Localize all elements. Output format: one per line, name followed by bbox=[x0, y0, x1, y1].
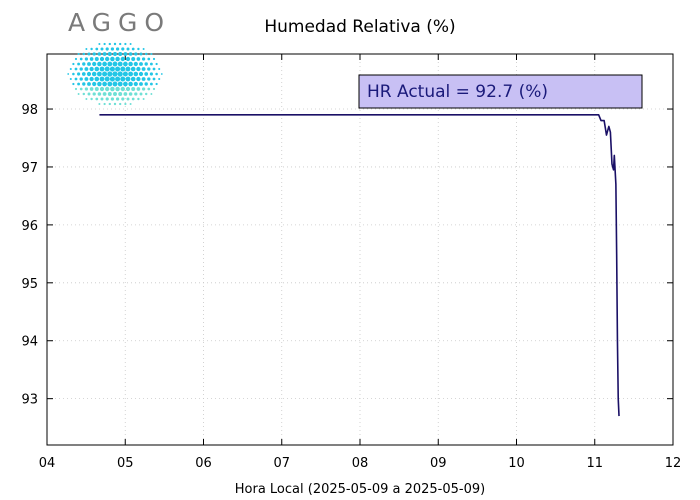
x-tick-label: 04 bbox=[39, 456, 56, 471]
x-tick-label: 09 bbox=[430, 456, 447, 471]
y-tick-label: 97 bbox=[21, 161, 38, 176]
x-tick-label: 10 bbox=[508, 456, 525, 471]
y-tick-label: 98 bbox=[21, 103, 38, 118]
y-tick-label: 96 bbox=[21, 219, 38, 234]
y-tick-label: 95 bbox=[21, 277, 38, 292]
x-tick-label: 05 bbox=[117, 456, 134, 471]
annotation-text: HR Actual = 92.7 (%) bbox=[367, 82, 548, 102]
y-tick-label: 94 bbox=[21, 335, 38, 350]
y-tick-label: 93 bbox=[21, 393, 38, 408]
x-axis-label: Hora Local (2025-05-09 a 2025-05-09) bbox=[235, 482, 485, 497]
logo-globe-icon bbox=[67, 42, 163, 106]
x-tick-label: 12 bbox=[665, 456, 682, 471]
annotation-box bbox=[358, 74, 643, 109]
x-tick-label: 11 bbox=[586, 456, 603, 471]
humidity-series-line bbox=[99, 114, 620, 417]
x-tick-label: 07 bbox=[273, 456, 290, 471]
x-tick-label: 08 bbox=[352, 456, 369, 471]
logo-text: AGGO bbox=[68, 8, 172, 37]
x-tick-label: 06 bbox=[195, 456, 212, 471]
chart-title: Humedad Relativa (%) bbox=[264, 17, 455, 37]
